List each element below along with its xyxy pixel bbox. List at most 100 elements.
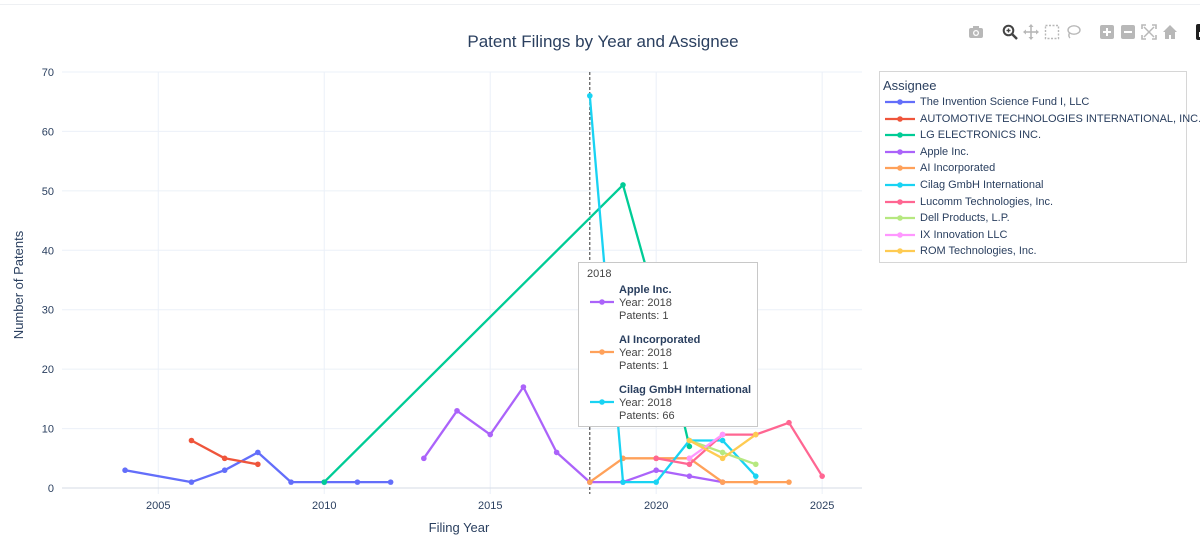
tooltip-year: Year: 2018 — [619, 297, 672, 309]
series-line[interactable] — [655, 421, 824, 477]
data-point[interactable] — [719, 479, 726, 485]
data-point[interactable] — [221, 467, 228, 474]
legend-label: AUTOMOTIVE TECHNOLOGIES INTERNATIONAL, I… — [920, 112, 1200, 125]
data-point[interactable] — [752, 479, 759, 485]
series-line[interactable] — [124, 451, 391, 484]
data-point[interactable] — [255, 449, 261, 456]
data-point[interactable] — [122, 467, 128, 474]
data-point[interactable] — [686, 437, 693, 444]
legend-swatch-icon — [885, 248, 915, 255]
camera-icon[interactable] — [968, 24, 984, 40]
data-point[interactable] — [520, 384, 527, 390]
data-point[interactable] — [752, 461, 759, 468]
legend-label: Dell Products, L.P. — [920, 212, 1010, 225]
tooltip-series-name: Cilag GmbH International — [619, 384, 752, 396]
legend-item[interactable]: Apple Inc. — [884, 144, 969, 160]
y-tick-label: 0 — [48, 483, 54, 495]
box-select-icon[interactable] — [1044, 24, 1060, 40]
data-point[interactable] — [620, 182, 626, 188]
legend-label: Lucomm Technologies, Inc. — [920, 195, 1054, 208]
data-point[interactable] — [587, 92, 593, 99]
series-line[interactable] — [688, 433, 724, 460]
data-point[interactable] — [752, 473, 759, 479]
y-tick-label: 50 — [42, 186, 54, 198]
legend-swatch-icon — [885, 148, 915, 155]
legend-item[interactable]: Cilag GmbH International — [884, 177, 1044, 193]
data-point[interactable] — [387, 479, 394, 485]
data-point[interactable] — [719, 431, 726, 438]
legend-item[interactable]: AI Incorporated — [884, 160, 995, 176]
legend-swatch-icon — [885, 132, 915, 138]
chart-title: Patent Filings by Year and Assignee — [467, 32, 738, 51]
data-point[interactable] — [686, 461, 693, 468]
tooltip-year: Year: 2018 — [619, 397, 672, 409]
legend-item[interactable]: IX Innovation LLC — [884, 227, 1007, 243]
data-point[interactable] — [487, 431, 494, 438]
zoom-out-icon[interactable] — [1120, 24, 1136, 40]
autoscale-icon[interactable] — [1141, 24, 1157, 40]
data-point[interactable] — [686, 455, 693, 462]
data-point[interactable] — [719, 449, 726, 456]
data-point[interactable] — [653, 467, 659, 474]
series-rom-technologies-inc[interactable] — [686, 431, 759, 462]
legend-swatch-icon — [885, 99, 915, 105]
legend-item[interactable]: Dell Products, L.P. — [884, 210, 1010, 226]
data-point[interactable] — [255, 461, 261, 468]
y-tick-label: 70 — [42, 67, 54, 79]
legend-item[interactable]: Lucomm Technologies, Inc. — [884, 194, 1053, 210]
axis-ticks: 2005 2010 2015 2020 2025 0 10 20 30 40 50 60 70 — [42, 67, 835, 512]
legend-item[interactable]: LG ELECTRONICS INC. — [884, 127, 1041, 143]
data-point[interactable] — [752, 431, 759, 438]
series-ix-innovation-llc[interactable] — [686, 431, 726, 462]
x-tick-label: 2025 — [810, 500, 834, 512]
y-axis-title: Number of Patents — [11, 230, 26, 339]
data-point[interactable] — [587, 479, 593, 485]
legend-item[interactable]: ROM Technologies, Inc. — [884, 243, 1037, 259]
data-point[interactable] — [819, 473, 825, 479]
x-tick-label: 2010 — [312, 500, 336, 512]
data-point[interactable] — [188, 437, 195, 444]
legend-label: The Invention Science Fund I, LLC — [920, 96, 1090, 108]
data-point[interactable] — [686, 443, 693, 450]
lasso-icon[interactable] — [1065, 24, 1081, 40]
legend-swatch-icon — [885, 115, 915, 122]
legend-swatch-icon — [885, 215, 915, 221]
data-point[interactable] — [188, 479, 195, 485]
home-icon[interactable] — [1162, 24, 1178, 40]
data-point[interactable] — [321, 479, 328, 485]
gridlines — [62, 71, 862, 494]
pan-icon[interactable] — [1023, 24, 1039, 40]
data-point[interactable] — [620, 479, 626, 485]
tooltip-swatch-icon — [590, 399, 614, 405]
hover-tooltip: 2018 Apple Inc. Year: 2018 Patents: 1 AI In… — [578, 262, 758, 427]
data-point[interactable] — [786, 419, 792, 426]
series-line[interactable] — [422, 385, 723, 484]
legend-label: Apple Inc. — [920, 145, 969, 158]
data-point[interactable] — [553, 449, 560, 456]
zoom-icon[interactable] — [1002, 24, 1018, 40]
data-point[interactable] — [288, 479, 294, 485]
legend-item[interactable]: The Invention Science Fund I, LLC — [884, 94, 1089, 110]
legend-item[interactable]: AUTOMOTIVE TECHNOLOGIES INTERNATIONAL, I… — [884, 111, 1200, 127]
data-point[interactable] — [653, 479, 659, 485]
data-point[interactable] — [786, 479, 792, 485]
tooltip-patents: Patents: 66 — [619, 410, 675, 422]
tooltip-swatch-icon — [590, 299, 614, 305]
tooltip-series-name: AI Incorporated — [619, 334, 701, 346]
data-point[interactable] — [454, 407, 460, 414]
data-point[interactable] — [719, 437, 726, 444]
data-point[interactable] — [686, 473, 693, 479]
tooltip-header: 2018 — [587, 268, 612, 280]
data-point[interactable] — [221, 455, 228, 462]
tooltip-patents: Patents: 1 — [619, 360, 669, 372]
legend-label: AI Incorporated — [920, 162, 996, 175]
data-point[interactable] — [354, 479, 361, 485]
series-lines — [122, 92, 825, 485]
data-point[interactable] — [421, 455, 427, 462]
data-point[interactable] — [653, 455, 659, 462]
data-point[interactable] — [719, 455, 726, 462]
tooltip-patents: Patents: 1 — [619, 310, 669, 322]
series-automotive-technologies-international-inc[interactable] — [188, 437, 261, 468]
zoom-in-icon[interactable] — [1099, 24, 1115, 40]
